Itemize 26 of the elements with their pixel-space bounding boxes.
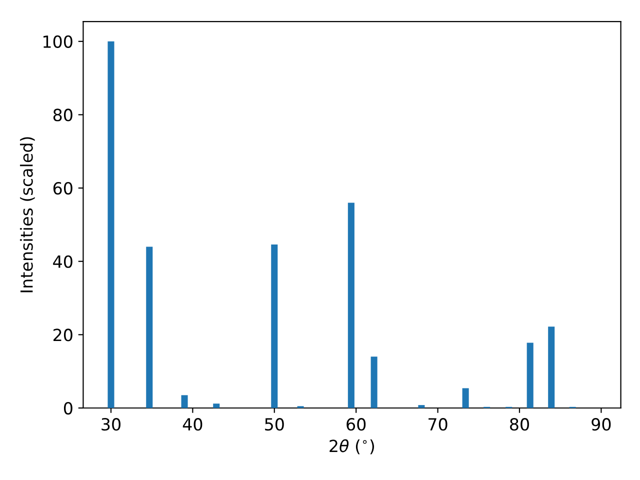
y-tick-label: 80 [53, 108, 72, 122]
bar [548, 326, 555, 408]
bar [213, 404, 220, 408]
bar [418, 405, 425, 408]
bar [348, 202, 354, 408]
y-tick-label: 20 [53, 328, 72, 342]
x-tick-label: 60 [346, 418, 366, 431]
bar [108, 41, 114, 408]
y-tick-label: 100 [43, 35, 72, 48]
x-axis-title: 2θ ($^{∘}$) [330, 439, 374, 454]
bar [271, 244, 278, 408]
y-tick-label: 0 [64, 402, 72, 415]
x-tick-label: 50 [265, 418, 284, 431]
x-tick-label: 70 [428, 418, 448, 431]
bar [181, 395, 188, 408]
bar [146, 246, 153, 408]
x-tick-label: 40 [182, 418, 202, 431]
x-tick-label: 80 [510, 418, 529, 431]
x-tick-label: 30 [102, 418, 120, 431]
y-tick-label: 40 [53, 255, 72, 268]
y-tick-label: 60 [53, 182, 72, 195]
y-axis-title: Intensities (scaled) [20, 137, 35, 292]
bar [526, 342, 534, 408]
bar [462, 388, 469, 408]
x-tick-label: 90 [592, 418, 611, 431]
bar [370, 356, 378, 408]
